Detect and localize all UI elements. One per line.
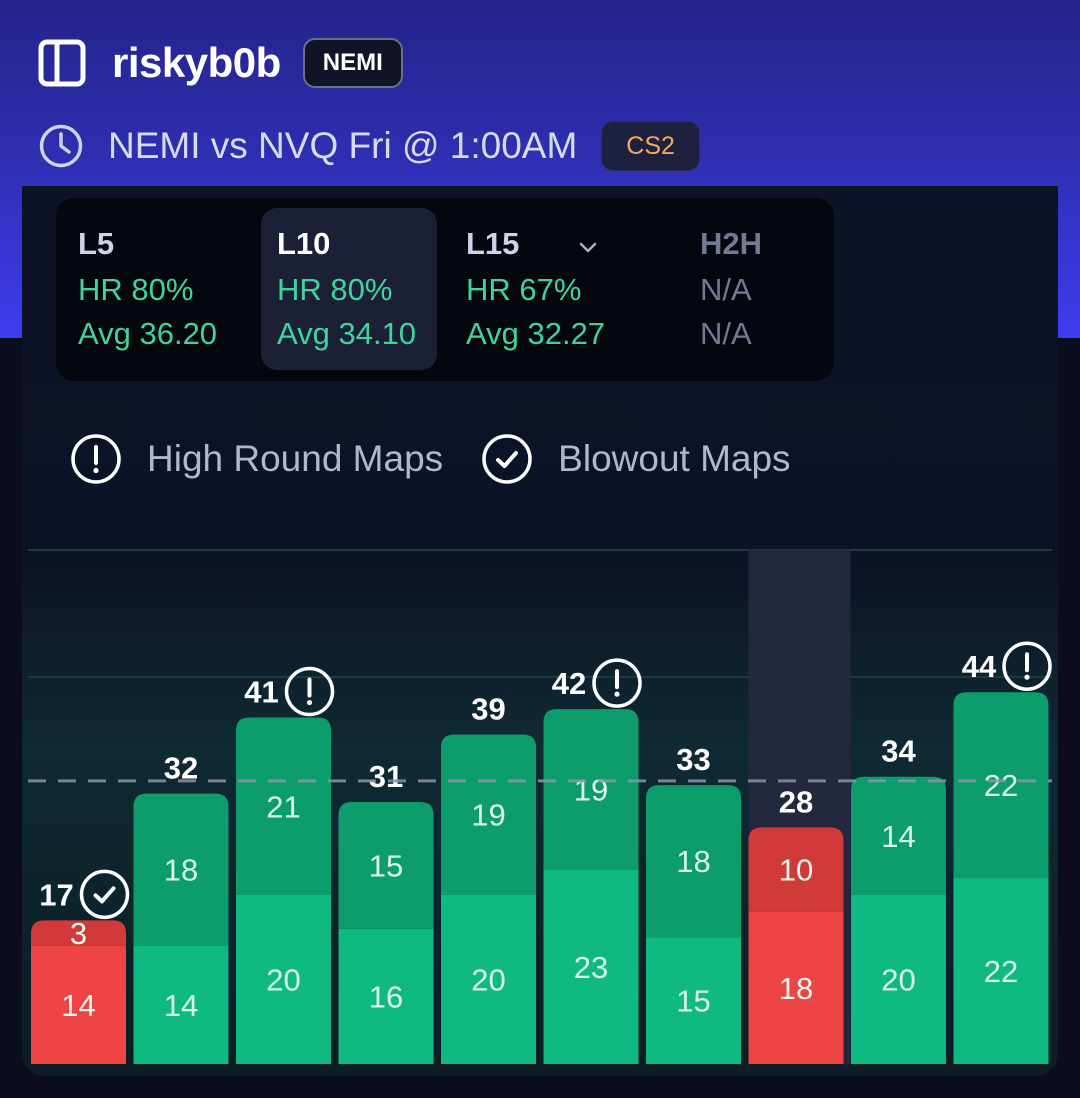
exclamation-circle-icon	[71, 434, 121, 484]
bar-segment-map1	[31, 945, 126, 1064]
exclamation-circle-icon	[592, 658, 642, 708]
tab-l10[interactable]: L10 HR 80% Avg 34.10	[261, 208, 437, 370]
average: Avg 36.20	[78, 316, 218, 351]
bar-segment-map2	[338, 802, 434, 929]
map2-value: 22	[984, 768, 1018, 803]
hit-rate: HR 80%	[78, 272, 194, 307]
total-value: 17	[39, 877, 73, 912]
check-circle-icon	[482, 434, 532, 484]
exclamation-circle-icon	[1002, 641, 1052, 691]
map2-value: 19	[471, 798, 505, 833]
bar-segment-map1	[441, 895, 536, 1064]
map2-value: 18	[676, 844, 710, 879]
total-value: 44	[962, 649, 997, 684]
legend-blowout: Blowout Maps	[558, 438, 791, 479]
map1-value: 16	[369, 979, 403, 1014]
total-value: 39	[471, 691, 505, 726]
bar-segment-map1	[953, 878, 1049, 1064]
bar-segment-map2	[748, 827, 844, 912]
bar-segment-map2	[441, 734, 536, 895]
bar-chart: 1431714183220214116153120193923194215183…	[28, 549, 1052, 1064]
map1-value: 22	[984, 954, 1018, 989]
tab-h2h[interactable]: H2H N/A N/A	[684, 208, 860, 370]
map1-value: 18	[779, 971, 813, 1006]
total-value: 28	[779, 784, 813, 819]
bar-segment-map1	[133, 945, 229, 1064]
match-text: NEMI vs NVQ Fri @ 1:00AM	[108, 125, 578, 166]
map1-value: 15	[676, 984, 710, 1019]
clock-icon	[39, 124, 83, 168]
bar-segment-map2	[133, 793, 229, 946]
map1-value: 14	[61, 988, 95, 1023]
map2-value: 10	[779, 853, 813, 888]
hit-rate: HR 67%	[466, 272, 582, 307]
map2-value: 3	[70, 916, 87, 951]
team-badge: NEMI	[302, 38, 403, 88]
map1-value: 23	[574, 950, 608, 985]
total-value: 31	[369, 759, 403, 794]
player-header: riskyb0b NEMI	[38, 36, 403, 90]
stats-card: L5 HR 80% Avg 36.20 L10 HR 80% Avg 34.10…	[22, 186, 1058, 1076]
average: N/A	[700, 316, 752, 351]
check-circle-icon	[79, 869, 130, 920]
bar-segment-map2	[851, 776, 946, 895]
tab-label: L5	[78, 226, 115, 261]
legend-high-round: High Round Maps	[147, 438, 444, 479]
exclamation-dot	[1024, 674, 1030, 680]
tab-label: L15	[466, 226, 520, 261]
map2-value: 21	[266, 789, 300, 824]
hit-rate: HR 80%	[277, 272, 393, 307]
map1-value: 14	[164, 988, 198, 1023]
hit-rate: N/A	[700, 272, 752, 307]
player-name: riskyb0b	[112, 39, 281, 86]
check-mark	[93, 886, 116, 904]
total-value: 34	[881, 734, 916, 769]
map2-value: 14	[881, 819, 915, 854]
sidebar-toggle-icon[interactable]	[38, 39, 86, 87]
total-value: 42	[552, 666, 586, 701]
tab-l15[interactable]: L15 HR 67% Avg 32.27	[450, 208, 626, 370]
average: Avg 34.10	[277, 316, 417, 351]
bar-segment-map2	[646, 785, 741, 938]
bar-segment-map1	[543, 869, 639, 1064]
map2-value: 18	[164, 853, 198, 888]
bar-segment-map1	[748, 911, 844, 1064]
bar-segment-map1	[338, 928, 434, 1064]
map1-value: 20	[266, 963, 300, 998]
bar-segment-map2	[543, 709, 639, 870]
exclamation-dot	[306, 699, 313, 706]
bar-segment-map1	[236, 895, 331, 1064]
bar-segment-map2	[31, 920, 126, 946]
bar-segment-map2	[953, 692, 1049, 879]
map1-value: 20	[881, 963, 915, 998]
map2-value: 15	[369, 848, 403, 883]
tab-l5[interactable]: L5 HR 80% Avg 36.20	[62, 208, 238, 370]
tab-label: L10	[277, 226, 331, 261]
stats-tabs: L5 HR 80% Avg 36.20 L10 HR 80% Avg 34.10…	[56, 198, 834, 381]
exclamation-dot	[614, 691, 620, 697]
chevron-down-icon[interactable]	[576, 236, 600, 260]
legend: High Round Maps Blowout Maps	[70, 430, 829, 488]
game-badge: CS2	[601, 121, 700, 171]
bar-segment-map1	[646, 937, 741, 1064]
average: Avg 32.27	[466, 316, 606, 351]
bar-segment-map1	[851, 895, 946, 1064]
total-value: 41	[244, 675, 278, 710]
bar-segment-map2	[236, 717, 331, 895]
match-info: NEMI vs NVQ Fri @ 1:00AM CS2	[38, 118, 700, 174]
tab-label: H2H	[700, 226, 763, 261]
total-value: 33	[676, 742, 710, 777]
exclamation-circle-icon	[284, 666, 335, 717]
map2-value: 19	[574, 772, 608, 807]
map1-value: 20	[471, 963, 505, 998]
